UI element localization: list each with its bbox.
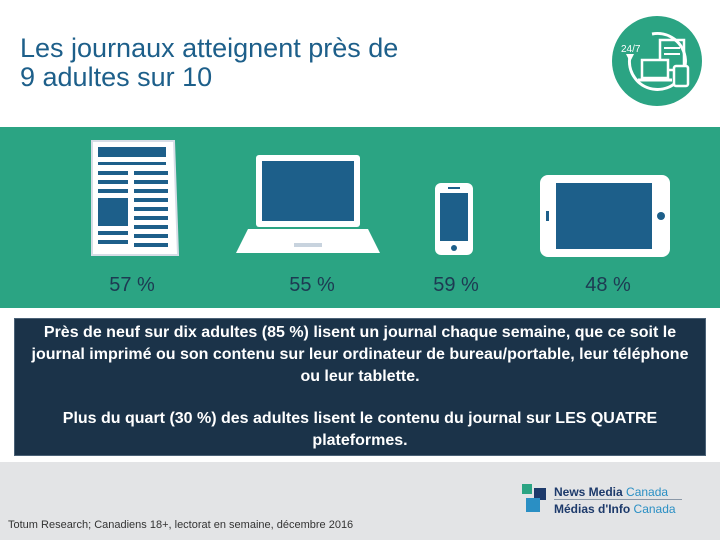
laptop-percent: 55 %: [289, 274, 335, 296]
newspaper-percent: 57 %: [109, 274, 155, 296]
logo-english: News Media Canada: [554, 485, 669, 499]
summary-box: Près de neuf sur dix adultes (85 %) lise…: [14, 318, 706, 456]
platforms-band: [0, 127, 720, 308]
smartphone-percent: 59 %: [433, 274, 479, 296]
newspaper-icon: [91, 140, 180, 256]
summary-paragraph-2: Plus du quart (30 %) des adultes lisent …: [62, 410, 658, 449]
smartphone-icon: [435, 183, 473, 255]
logo-icon: [522, 484, 546, 512]
tablet-percent: 48 %: [585, 274, 631, 296]
summary-paragraph-1: Près de neuf sur dix adultes (85 %) lise…: [31, 324, 689, 385]
title-line-1: Les journaux atteignent près de: [20, 33, 399, 63]
page-title: Les journaux atteignent près de 9 adulte…: [20, 34, 580, 92]
source-note: Totum Research; Canadiens 18+, lectorat …: [8, 519, 354, 531]
laptop-icon: [236, 155, 380, 253]
tablet-icon: [540, 175, 670, 257]
title-line-2: 9 adultes sur 10: [20, 62, 213, 92]
badge-text: 24/7: [621, 44, 641, 55]
footer: [0, 462, 720, 540]
devices-24-7-badge-icon: 24/7: [612, 16, 702, 106]
logo-divider: [554, 499, 682, 500]
logo-french: Médias d'Info Canada: [554, 502, 676, 516]
